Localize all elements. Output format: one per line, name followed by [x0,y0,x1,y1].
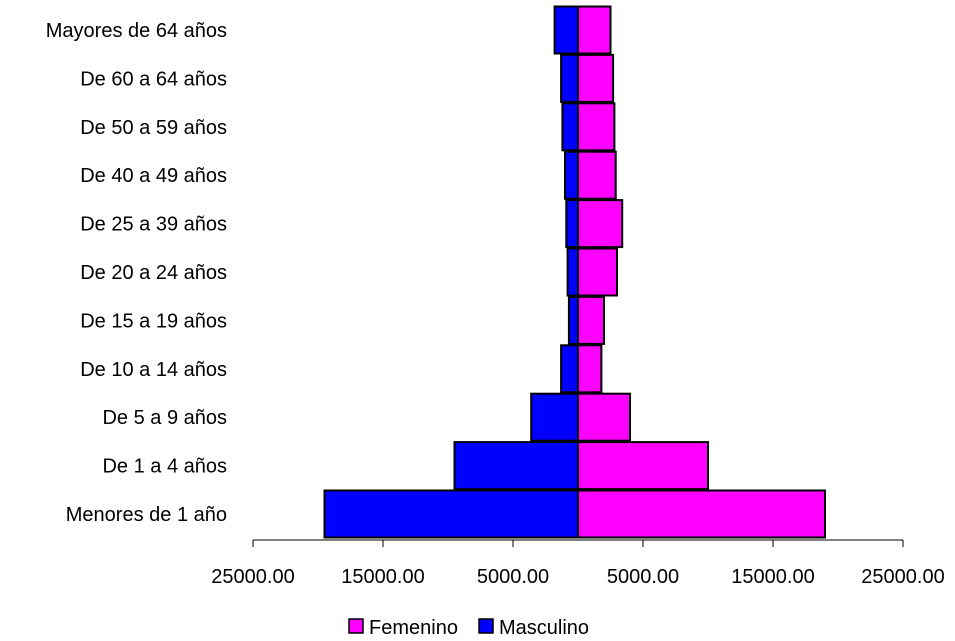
bar-femenino-6 [577,199,624,249]
bar-femenino-2 [577,392,631,442]
category-label: De 40 a 49 años [80,165,227,187]
bars-layer [323,5,826,539]
bar-femenino-10 [577,5,612,55]
bar-femenino-1 [577,441,709,491]
legend-label-masculino: Masculino [499,617,589,639]
bar-femenino-4 [577,295,605,345]
bar-femenino-5 [577,247,618,297]
x-tick-label: 25000.00 [211,566,294,588]
category-label: De 5 a 9 años [102,407,227,429]
category-label: De 60 a 64 años [80,68,227,90]
legend-label-femenino: Femenino [369,617,458,639]
bar-masculino-3 [560,344,579,394]
legend-swatch-masculino [478,618,494,634]
bar-masculino-1 [453,441,579,491]
x-tick-label: 25000.00 [861,566,944,588]
legend: Femenino Masculino [348,617,589,639]
bar-masculino-2 [530,392,580,442]
category-label: Mayores de 64 años [46,20,227,42]
bar-femenino-0 [577,489,826,539]
bar-femenino-3 [577,344,603,394]
bar-femenino-7 [577,150,617,200]
bar-masculino-7 [564,150,579,200]
category-labels: Menores de 1 año De 1 a 4 años De 5 a 9 añ… [46,20,227,526]
category-label: De 10 a 14 años [80,359,227,381]
bar-masculino-0 [323,489,579,539]
category-label: De 50 a 59 años [80,117,227,139]
bar-femenino-8 [577,102,616,152]
bar-masculino-6 [565,199,579,249]
bar-masculino-5 [566,247,579,297]
bar-masculino-9 [560,53,579,103]
category-label: De 15 a 19 años [80,310,227,332]
bar-masculino-4 [567,295,580,345]
legend-swatch-femenino [348,618,364,634]
bar-masculino-8 [561,102,580,152]
x-axis: 25000.00 15000.00 5000.00 5000.00 15000.00 25… [211,539,945,588]
category-label: De 20 a 24 años [80,262,227,284]
category-label: De 25 a 39 años [80,214,227,236]
x-tick-label: 15000.00 [731,566,814,588]
x-tick-label: 5000.00 [607,566,679,588]
category-label: De 1 a 4 años [102,456,227,478]
category-label: Menores de 1 año [66,504,227,526]
x-tick-label: 15000.00 [341,566,424,588]
bar-femenino-9 [577,53,615,103]
bar-masculino-10 [553,5,579,55]
x-tick-label: 5000.00 [477,566,549,588]
